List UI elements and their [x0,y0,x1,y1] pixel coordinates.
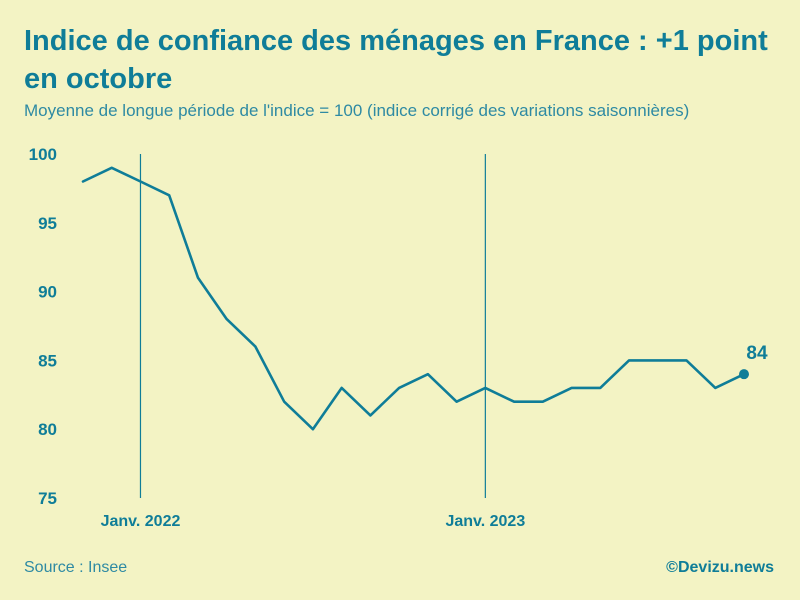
reference-lines: Janv. 2022 Janv. 2023 [101,154,526,530]
y-tick-label: 80 [38,420,57,439]
y-tick-label: 95 [38,214,57,233]
y-axis: 75 80 85 90 95 100 [29,145,57,508]
series-group: 84 [83,168,768,429]
credit-logo: ©Devizu.news [666,559,774,577]
last-value-label: 84 [746,343,768,364]
y-tick-label: 90 [38,283,57,302]
x-tick-label: Janv. 2022 [101,513,181,530]
source-note: Source : Insee [24,559,127,577]
y-tick-label: 75 [38,489,57,508]
x-tick-label: Janv. 2023 [445,513,525,530]
last-point-marker [739,369,749,379]
series-line [83,168,744,429]
y-tick-label: 85 [38,351,57,370]
y-tick-label: 100 [29,145,57,164]
